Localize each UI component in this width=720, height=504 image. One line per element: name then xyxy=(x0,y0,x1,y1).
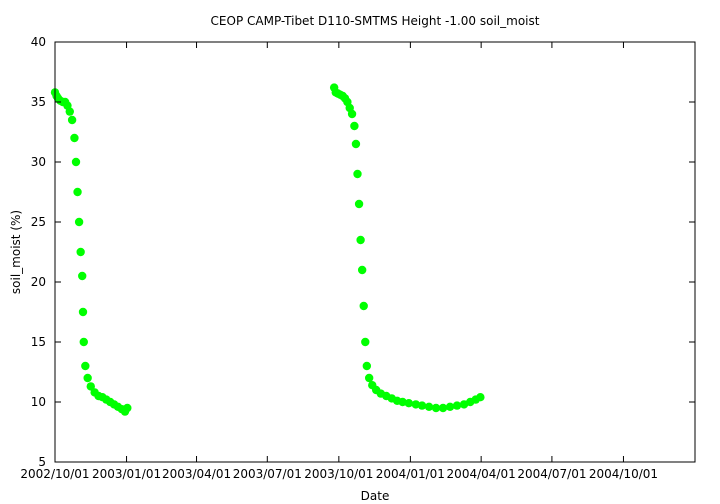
data-point xyxy=(79,337,88,347)
data-point xyxy=(347,109,357,119)
data-point xyxy=(404,399,414,408)
data-point xyxy=(417,401,427,410)
data-point xyxy=(359,301,368,311)
data-point xyxy=(71,157,81,167)
data-point xyxy=(411,400,421,409)
data-point xyxy=(67,115,77,125)
data-point xyxy=(424,402,434,411)
x-tick-label: 2004/07/01 xyxy=(517,467,586,481)
data-point xyxy=(350,121,359,131)
data-point xyxy=(123,403,132,413)
data-point xyxy=(353,169,362,179)
data-point xyxy=(354,199,364,209)
data-point xyxy=(438,403,448,413)
y-tick-label: 25 xyxy=(31,215,46,229)
x-axis-title: Date xyxy=(361,489,390,503)
x-tick-label: 2003/07/01 xyxy=(233,467,302,481)
x-tick-label: 2004/01/01 xyxy=(376,467,445,481)
plot-frame xyxy=(54,41,696,463)
data-point xyxy=(351,139,361,149)
data-point xyxy=(73,187,82,197)
y-tick-label: 15 xyxy=(31,335,46,349)
x-tick-label: 2002/10/01 xyxy=(20,467,89,481)
data-point xyxy=(445,402,455,411)
x-tick-label: 2003/04/01 xyxy=(162,467,231,481)
data-point xyxy=(361,337,370,347)
data-point xyxy=(357,265,367,275)
data-point xyxy=(74,217,84,227)
y-axis-title: soil_moist (%) xyxy=(9,210,23,294)
y-tick-label: 20 xyxy=(31,275,46,289)
data-point xyxy=(70,133,79,143)
x-tick-label: 2003/10/01 xyxy=(304,467,373,481)
y-tick-label: 35 xyxy=(31,95,46,109)
x-axis: 2002/10/01 2003/01/01 2003/04/01 2003/07/01… xyxy=(20,42,658,481)
x-tick-label: 2003/01/01 xyxy=(92,467,161,481)
data-point xyxy=(356,235,365,245)
data-point xyxy=(78,307,88,317)
data-point xyxy=(86,382,95,391)
y-tick-label: 40 xyxy=(31,35,46,49)
data-point xyxy=(76,247,85,257)
data-point xyxy=(364,373,374,383)
y-axis: 5 10 15 20 25 30 35 40 xyxy=(31,35,695,469)
x-tick-label: 2004/04/01 xyxy=(447,467,516,481)
data-point xyxy=(81,361,90,371)
data-point xyxy=(476,393,485,402)
data-point xyxy=(452,401,462,410)
y-tick-label: 30 xyxy=(31,155,46,169)
data-point xyxy=(83,373,92,383)
chart-title: CEOP CAMP-Tibet D110-SMTMS Height -1.00 … xyxy=(211,14,540,28)
data-point xyxy=(362,361,372,371)
data-point xyxy=(398,397,407,407)
data-series xyxy=(50,83,485,416)
plot-area xyxy=(50,83,485,416)
data-point xyxy=(431,403,441,413)
data-point xyxy=(78,271,87,281)
x-tick-label: 2004/10/01 xyxy=(589,467,658,481)
y-tick-label: 10 xyxy=(31,395,46,409)
y-tick-label: 5 xyxy=(38,455,46,469)
data-point xyxy=(65,107,74,116)
